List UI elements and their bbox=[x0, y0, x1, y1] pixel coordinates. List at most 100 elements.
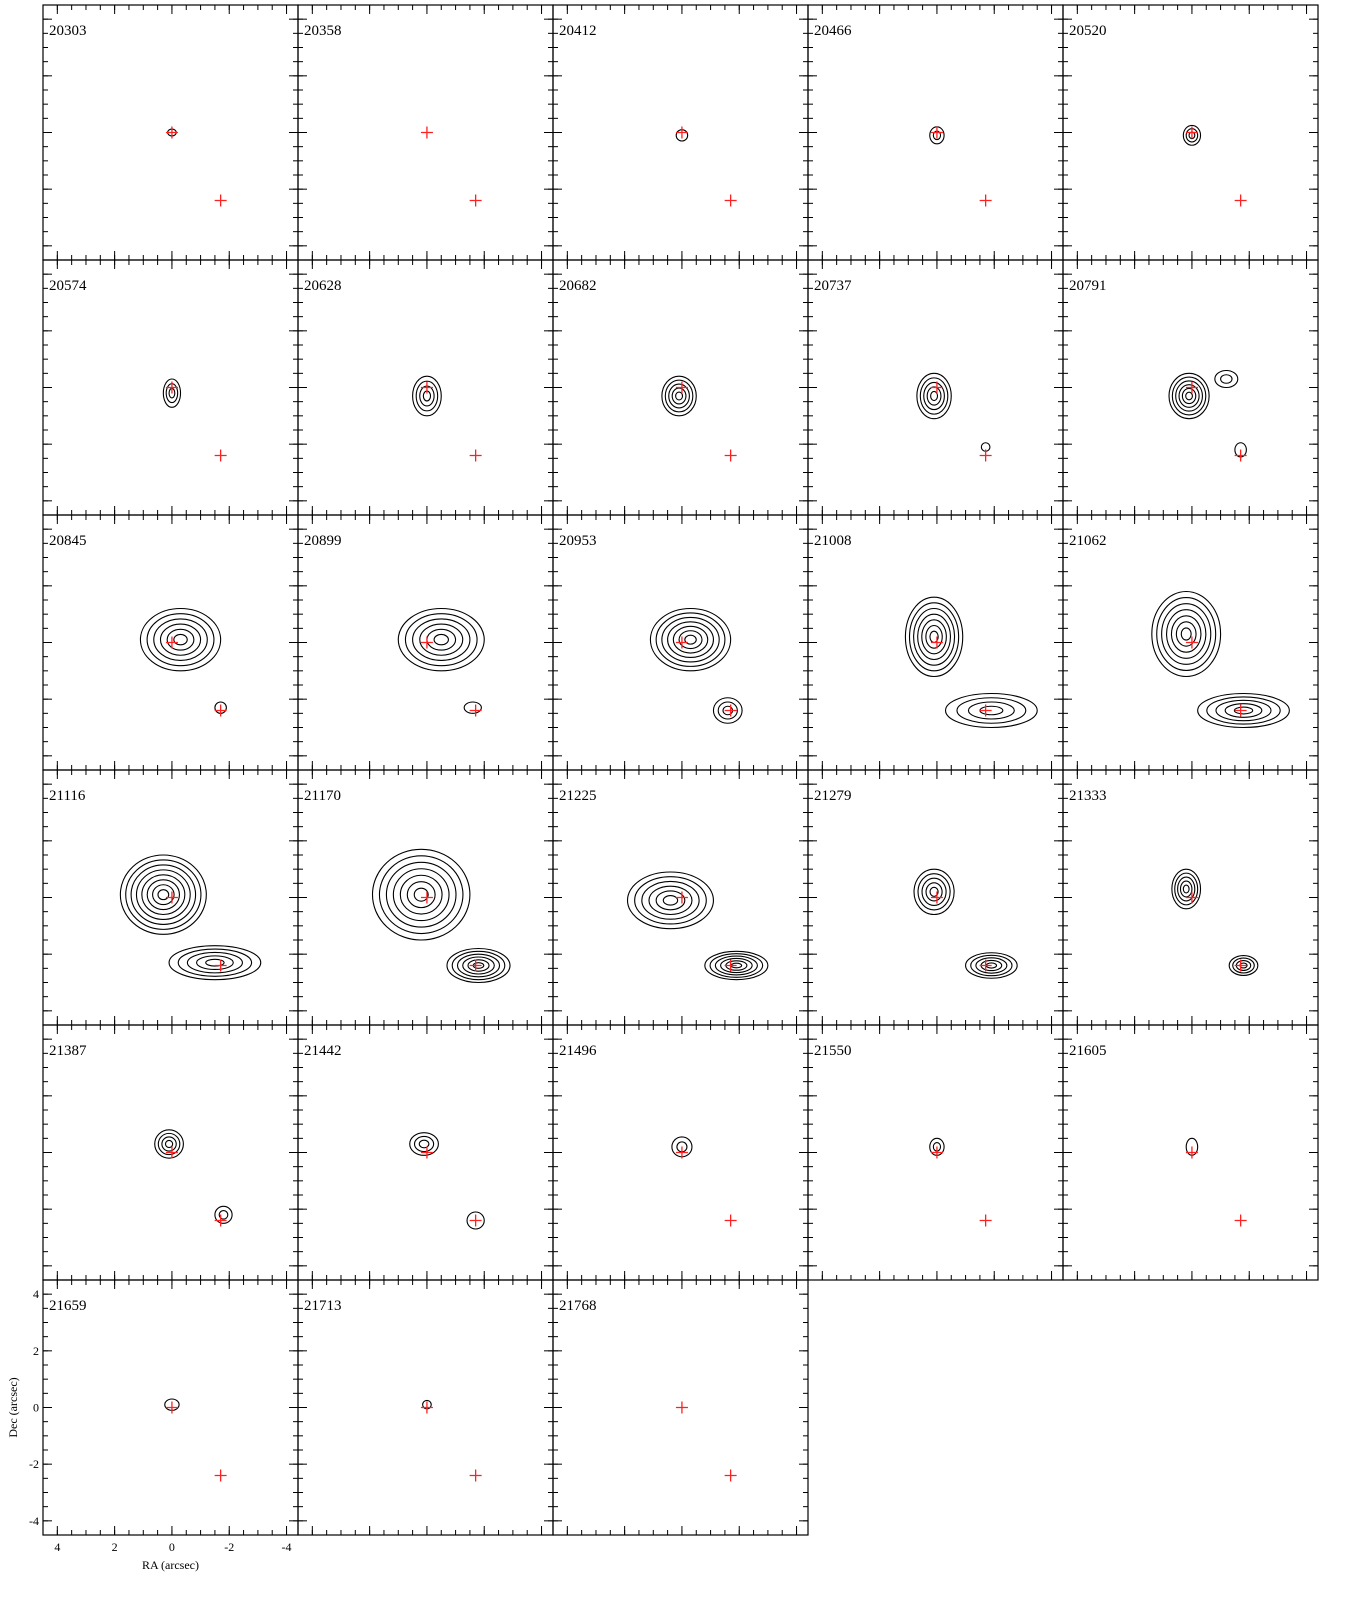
marker-cross bbox=[1185, 381, 1198, 394]
contour bbox=[929, 886, 939, 897]
contour bbox=[720, 957, 753, 974]
contour bbox=[162, 378, 182, 408]
marker-cross bbox=[1234, 704, 1247, 717]
contour bbox=[392, 868, 450, 922]
contour bbox=[415, 380, 439, 412]
panel-label: 20412 bbox=[559, 23, 597, 39]
marker-cross bbox=[930, 636, 943, 649]
marker-cross bbox=[165, 1401, 178, 1414]
marker-cross bbox=[979, 1214, 992, 1227]
marker-cross bbox=[930, 1146, 943, 1159]
contour bbox=[913, 607, 956, 666]
marker-cross bbox=[979, 704, 992, 717]
contour bbox=[173, 633, 188, 646]
contour bbox=[1168, 372, 1210, 420]
contour bbox=[965, 952, 1018, 979]
marker-cross bbox=[469, 194, 482, 207]
marker-cross bbox=[724, 449, 737, 462]
marker-cross bbox=[1185, 126, 1198, 139]
contour bbox=[141, 874, 186, 916]
contour bbox=[168, 945, 262, 981]
contour bbox=[921, 877, 947, 906]
contour bbox=[675, 391, 684, 401]
panel-label: 20682 bbox=[559, 278, 597, 294]
contour bbox=[655, 612, 726, 667]
contour bbox=[139, 607, 222, 672]
contour bbox=[413, 887, 429, 902]
y-axis-label: Dec (arcsec) bbox=[6, 1377, 20, 1437]
marker-cross bbox=[1185, 891, 1198, 904]
marker-cross bbox=[165, 1146, 178, 1159]
contour bbox=[153, 618, 208, 661]
contour bbox=[119, 854, 207, 935]
panel-label: 21008 bbox=[814, 533, 852, 549]
contour bbox=[1174, 872, 1199, 906]
y-tick-label: -2 bbox=[29, 1457, 39, 1471]
contour bbox=[925, 624, 943, 649]
marker-cross bbox=[420, 1401, 433, 1414]
panel-label: 20303 bbox=[49, 23, 87, 39]
contour bbox=[1171, 868, 1202, 910]
marker-cross bbox=[675, 891, 688, 904]
contour bbox=[130, 864, 197, 925]
contour bbox=[944, 692, 1038, 729]
panel-label: 21550 bbox=[814, 1043, 852, 1059]
marker-cross bbox=[165, 636, 178, 649]
contour bbox=[413, 1135, 435, 1153]
marker-cross bbox=[214, 704, 227, 717]
marker-cross bbox=[930, 891, 943, 904]
marker-cross bbox=[1234, 449, 1247, 462]
contour bbox=[1156, 597, 1217, 671]
contour bbox=[925, 882, 943, 902]
contour bbox=[717, 701, 738, 720]
contour bbox=[672, 625, 709, 654]
contour bbox=[930, 390, 939, 402]
contour bbox=[409, 1132, 439, 1156]
x-tick-label: 2 bbox=[112, 1540, 118, 1554]
contour bbox=[418, 1139, 430, 1149]
contour bbox=[975, 957, 1008, 974]
contour bbox=[154, 1129, 184, 1159]
contour bbox=[661, 375, 697, 417]
contour bbox=[709, 953, 764, 978]
panel-label: 21116 bbox=[49, 788, 86, 804]
marker-cross bbox=[165, 891, 178, 904]
panel-label: 21659 bbox=[49, 1298, 87, 1314]
contour bbox=[467, 959, 490, 972]
contour bbox=[399, 874, 443, 915]
contour bbox=[1232, 957, 1255, 974]
marker-cross bbox=[979, 194, 992, 207]
panel-label: 20899 bbox=[304, 533, 342, 549]
contour bbox=[433, 633, 449, 646]
marker-cross bbox=[675, 636, 688, 649]
marker-cross bbox=[165, 126, 178, 139]
x-tick-label: 0 bbox=[169, 1540, 175, 1554]
contour bbox=[714, 955, 758, 976]
contour bbox=[466, 1211, 485, 1230]
contour bbox=[1224, 703, 1263, 718]
marker-cross bbox=[1185, 1146, 1198, 1159]
contour bbox=[1175, 380, 1203, 412]
contour bbox=[446, 947, 511, 984]
contour bbox=[412, 375, 442, 417]
contour bbox=[164, 1139, 174, 1149]
marker-cross bbox=[469, 1469, 482, 1482]
y-tick-label: -4 bbox=[29, 1514, 39, 1528]
contour bbox=[159, 623, 202, 656]
panel-label: 20574 bbox=[49, 278, 87, 294]
contour bbox=[916, 372, 952, 420]
contour bbox=[157, 1132, 181, 1156]
contour bbox=[684, 634, 697, 645]
marker-cross bbox=[1234, 194, 1247, 207]
contour bbox=[371, 848, 471, 941]
contour bbox=[904, 596, 964, 678]
panel-label: 21605 bbox=[1069, 1043, 1107, 1059]
panel-label: 20845 bbox=[49, 533, 87, 549]
contour bbox=[1233, 706, 1254, 715]
marker-cross bbox=[214, 449, 227, 462]
panel-label: 20953 bbox=[559, 533, 597, 549]
contour bbox=[641, 880, 700, 920]
contour bbox=[649, 607, 732, 672]
marker-cross bbox=[469, 449, 482, 462]
